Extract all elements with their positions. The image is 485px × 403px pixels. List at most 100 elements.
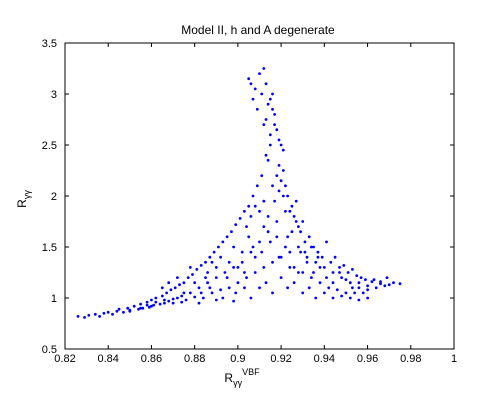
data-point	[286, 194, 289, 198]
data-point	[331, 271, 335, 274]
x-tick-label: 0.92	[270, 353, 291, 365]
data-point	[102, 311, 106, 315]
data-point	[169, 288, 173, 292]
data-point	[297, 245, 300, 249]
y-tick-label: 3.5	[42, 38, 57, 50]
data-point	[366, 288, 369, 292]
data-point	[351, 286, 354, 290]
data-point	[243, 209, 246, 213]
data-point	[249, 250, 253, 254]
data-point	[139, 302, 143, 306]
data-point	[249, 296, 253, 300]
data-point	[253, 255, 257, 259]
data-point	[188, 291, 192, 295]
data-point	[361, 291, 365, 295]
data-point	[214, 276, 218, 279]
data-point	[344, 278, 348, 281]
data-point	[251, 245, 255, 249]
data-point	[184, 298, 188, 302]
data-point	[357, 298, 361, 302]
y-tick-label: 2	[51, 191, 57, 203]
y-tick-label: 0.5	[42, 344, 57, 356]
data-point	[225, 235, 229, 239]
data-point	[307, 286, 311, 290]
data-point	[83, 316, 86, 319]
data-point	[186, 276, 190, 279]
data-point	[292, 281, 296, 285]
data-point	[348, 281, 352, 285]
data-point	[303, 240, 307, 244]
data-point	[385, 276, 389, 279]
data-point	[320, 255, 324, 259]
data-point	[279, 143, 283, 147]
data-point	[266, 230, 270, 234]
data-point	[299, 230, 302, 234]
data-point	[264, 153, 268, 157]
data-point	[279, 179, 283, 183]
data-point	[167, 299, 171, 303]
data-point	[115, 309, 119, 313]
data-point	[240, 250, 244, 254]
data-point	[357, 286, 361, 290]
data-point	[232, 266, 236, 269]
data-point	[258, 240, 261, 244]
data-point	[318, 266, 322, 269]
data-point	[171, 297, 175, 301]
data-point	[195, 268, 199, 271]
data-point	[240, 260, 244, 264]
data-point	[234, 291, 238, 295]
data-point	[284, 245, 287, 249]
data-point	[128, 309, 132, 313]
data-point	[154, 296, 158, 300]
data-point	[225, 276, 229, 279]
data-point	[286, 286, 289, 290]
data-point	[243, 271, 246, 274]
data-point	[273, 113, 276, 116]
data-point	[227, 286, 231, 290]
data-point	[245, 225, 248, 229]
data-point	[260, 250, 264, 254]
data-point	[137, 307, 140, 311]
data-point	[219, 288, 223, 292]
data-point	[126, 306, 130, 310]
data-point	[342, 264, 346, 267]
data-point	[325, 276, 328, 279]
data-point	[264, 82, 268, 86]
data-point	[236, 281, 240, 285]
data-point	[294, 199, 298, 203]
data-point	[247, 235, 251, 239]
data-point	[286, 235, 289, 239]
data-point	[262, 199, 266, 203]
x-tick-label: 0.9	[230, 353, 245, 365]
data-point	[98, 315, 101, 318]
data-point	[288, 266, 292, 269]
data-point	[301, 291, 305, 295]
data-point	[253, 87, 257, 91]
data-point	[111, 312, 114, 316]
data-point	[275, 174, 279, 178]
data-point	[268, 133, 272, 137]
data-point	[314, 296, 318, 300]
data-point	[178, 283, 181, 287]
data-point	[262, 67, 266, 70]
data-point	[297, 225, 300, 229]
data-point	[277, 138, 281, 142]
data-point	[305, 260, 309, 264]
data-point	[275, 220, 279, 223]
y-tick-label: 1	[51, 293, 57, 305]
data-point	[277, 189, 281, 193]
data-point	[275, 128, 279, 132]
data-point	[76, 315, 80, 318]
data-point	[87, 313, 91, 317]
data-point	[232, 299, 236, 303]
data-point	[333, 255, 337, 259]
x-axis: 0.82 0.84 0.86 0.88 0.9 0.92 0.94 0.96 0.98 1	[54, 43, 457, 365]
data-point	[387, 283, 391, 287]
data-point	[160, 294, 164, 298]
data-point	[275, 235, 279, 239]
data-point	[264, 281, 268, 285]
data-point	[253, 271, 257, 274]
data-point	[251, 97, 255, 101]
x-tick-label: 0.84	[98, 353, 119, 365]
data-point	[236, 266, 240, 269]
